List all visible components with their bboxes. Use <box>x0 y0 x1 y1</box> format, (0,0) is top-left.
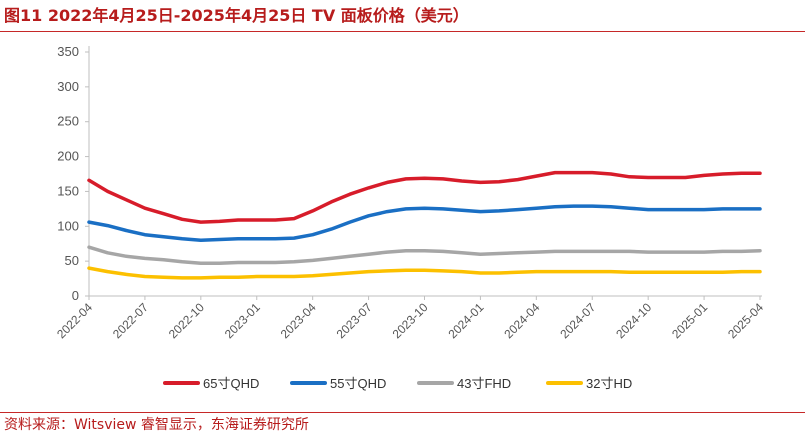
x-tick-label: 2024-07 <box>557 300 598 341</box>
legend-label-4: 32寸HD <box>586 376 632 391</box>
legend-label-3: 43寸FHD <box>457 376 511 391</box>
x-tick-label: 2023-04 <box>278 300 319 341</box>
x-tick-label: 2023-10 <box>390 300 431 341</box>
y-tick-label: 300 <box>57 79 79 94</box>
y-tick-label: 50 <box>65 253 79 268</box>
y-tick-label: 200 <box>57 149 79 164</box>
x-tick-label: 2024-01 <box>445 300 486 341</box>
x-tick-label: 2024-10 <box>613 300 654 341</box>
series-line-4 <box>87 266 762 280</box>
legend-label-2: 55寸QHD <box>330 376 386 391</box>
x-tick-label: 2023-07 <box>334 300 375 341</box>
x-tick-label: 2022-04 <box>54 300 95 341</box>
series-line-1 <box>87 170 762 224</box>
y-tick-label: 100 <box>57 218 79 233</box>
series-line-2 <box>87 204 762 242</box>
x-tick-label: 2025-04 <box>725 300 766 341</box>
source-note: 资料来源：Witsview 睿智显示，东海证券研究所 <box>4 417 309 433</box>
series-line-3 <box>87 245 762 265</box>
figure-title: 图11 2022年4月25日-2025年4月25日 TV 面板价格（美元） <box>4 6 469 25</box>
legend-label-1: 65寸QHD <box>203 376 259 391</box>
x-tick-label: 2022-07 <box>110 300 151 341</box>
x-tick-label: 2024-04 <box>501 300 542 341</box>
y-tick-label: 150 <box>57 183 79 198</box>
x-tick-label: 2023-01 <box>222 300 263 341</box>
y-tick-label: 0 <box>72 288 79 303</box>
source-divider <box>0 412 805 413</box>
x-tick-label: 2025-01 <box>669 300 710 341</box>
title-divider <box>0 31 805 32</box>
y-tick-label: 350 <box>57 44 79 59</box>
x-tick-label: 2022-10 <box>166 300 207 341</box>
y-tick-label: 250 <box>57 114 79 129</box>
